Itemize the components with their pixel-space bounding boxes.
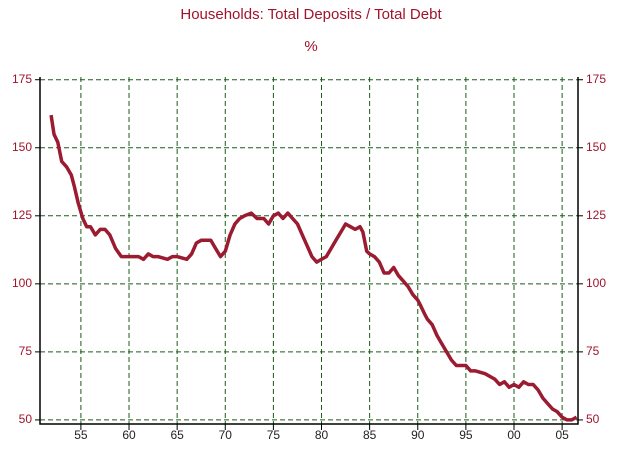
y-tick-label: 125 — [586, 208, 606, 222]
data-line — [49, 114, 578, 422]
x-tick-label: 75 — [267, 428, 281, 442]
y-tick-label: 125 — [12, 208, 32, 222]
x-tick-label: 05 — [555, 428, 569, 442]
y-tick-label: 175 — [586, 72, 606, 86]
chart-subtitle: % — [304, 38, 317, 55]
y-tick-label: 75 — [19, 344, 33, 358]
y-tick-label: 50 — [586, 412, 600, 426]
x-tick-label: 70 — [219, 428, 233, 442]
x-tick-label: 95 — [459, 428, 473, 442]
y-tick-label: 50 — [19, 412, 33, 426]
x-tick-label: 85 — [363, 428, 377, 442]
x-tick-label: 55 — [74, 428, 88, 442]
y-tick-label: 150 — [586, 140, 606, 154]
axis-frame — [39, 77, 579, 425]
x-tick-label: 00 — [507, 428, 521, 442]
x-tick-label: 80 — [315, 428, 329, 442]
y-tick-label: 175 — [12, 72, 32, 86]
y-tick-label: 75 — [586, 344, 600, 358]
y-tick-label: 100 — [12, 276, 32, 290]
chart-title: Households: Total Deposits / Total Debt — [180, 6, 442, 23]
x-tick-label: 60 — [122, 428, 136, 442]
y-tick-label: 100 — [586, 276, 606, 290]
x-tick-label: 65 — [170, 428, 184, 442]
y-tick-label: 150 — [12, 140, 32, 154]
x-tick-label: 90 — [411, 428, 425, 442]
